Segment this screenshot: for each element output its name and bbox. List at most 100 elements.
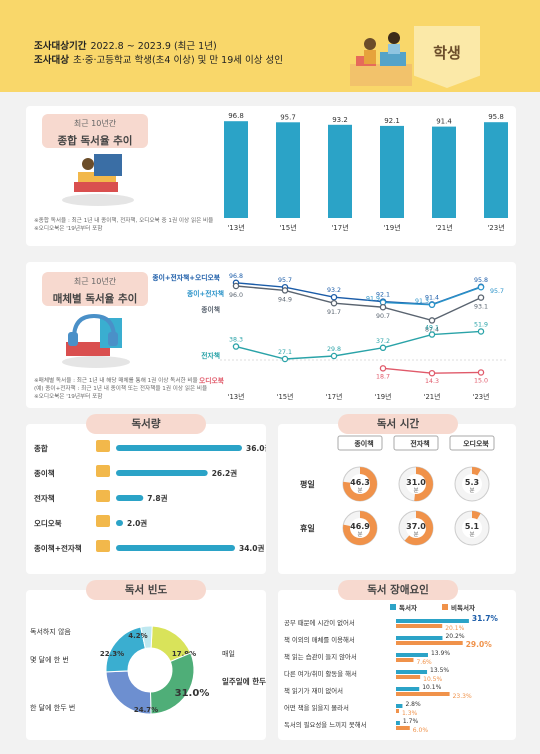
obstacles-value-label: 20.1% [445,625,464,632]
overall-bar [276,122,300,218]
amount-category-label: 종이책 [34,468,55,478]
obstacles-bar [396,658,414,662]
obstacles-category-label: 책 읽는 습관이 들지 않아서 [284,652,357,661]
media-x-tick: '21년 [424,392,441,401]
time-unit-label: 분 [357,531,362,538]
overall-value-label: 96.8 [228,112,244,120]
amount-category-label: 전자책 [34,493,55,503]
media-point [428,301,436,309]
obstacles-legend-swatch [390,604,396,610]
overall-bar [432,126,456,218]
time-row-label: 평일 [300,479,315,489]
frequency-value-label: 17.9% [172,650,196,658]
headphones-books-illustration [62,313,130,368]
amount-value-label: 36.0권 [246,443,266,453]
overall-value-label: 93.2 [332,116,348,124]
media-point [232,282,240,290]
amount-category-label: 종합 [34,443,48,453]
overall-bar [224,121,248,218]
media-point [281,355,289,363]
obstacles-value-label: 10.5% [423,676,442,683]
frequency-category-label: 매일 [222,649,235,658]
amount-book-icon [96,490,110,502]
student-tag: 학생 [414,26,480,88]
media-series-name: 종이+전자책 [187,289,224,298]
obstacles-value-label: 20.2% [445,633,464,640]
overall-value-label: 92.1 [384,117,400,125]
media-series-line [235,330,482,360]
media-point [477,283,485,291]
time-row-label: 휴일 [300,523,315,533]
media-value-label: 95.8 [474,277,488,284]
media-point [379,365,387,372]
frequency-panel [26,590,266,740]
students-reading-illustration [350,32,412,86]
media-value-label: 14.3 [425,378,439,385]
media-value-label: 15.0 [474,377,488,384]
obstacles-value-label: 29.0% [466,640,493,649]
clock-center [462,518,482,538]
obstacles-value-label: 1.7% [403,718,419,725]
media-point [379,303,387,311]
obstacles-bar [396,687,420,691]
media-point [428,369,436,377]
obstacles-category-label: 어떤 책을 읽을지 몰라서 [284,703,349,712]
media-series-line [235,285,482,322]
obstacles-value-label: 13.9% [431,650,450,657]
media-value-label: 95.7 [278,277,292,284]
obstacles-legend-label: 비독서자 [451,603,475,612]
media-series-name: 전자책 [201,351,220,360]
media-title-pill: 최근 10년간 매체별 독서율 추이 [42,272,148,306]
media-value-label: 96.8 [229,273,243,280]
media-point [330,352,338,360]
obstacles-bar [396,636,443,640]
media-point [379,344,387,352]
overall-bar [484,122,508,218]
overall-x-tick: '17년 [331,223,348,232]
frequency-value-label: 31.0% [175,688,210,699]
survey-period: 조사대상기간 2022.8 ~ 2023.9 (최근 1년) [34,41,217,52]
media-series-name: 오디오북 [199,376,225,385]
time-column-label: 오디오북 [463,439,489,448]
clock-center [406,518,426,538]
media-value-label: 27.1 [278,349,292,356]
obstacles-panel [278,590,516,740]
obstacles-bar [396,653,428,657]
media-value-label: 38.3 [229,337,243,344]
overall-x-tick: '23년 [487,223,504,232]
amount-bar [116,545,235,551]
media-point [330,299,338,307]
time-value-label: 46.9 [350,522,370,531]
obstacles-bar [396,624,443,628]
obstacles-category-label: 책 이외의 매체를 이용해서 [284,635,355,644]
media-point [477,294,485,301]
media-value-label: 29.8 [327,346,341,353]
amount-category-label: 오디오북 [34,518,62,528]
time-value-label: 46.3 [350,478,370,487]
time-unit-label: 분 [469,487,474,494]
media-value-label: 91.9 [366,295,380,302]
obstacles-value-label: 2.8% [405,701,421,708]
overall-x-tick: '13년 [227,223,244,232]
overall-value-label: 95.8 [488,113,504,121]
time-unit-label: 분 [469,531,474,538]
media-value-label: 94.9 [278,296,292,303]
frequency-category-label: 몇 달에 한 번 [30,655,69,664]
overall-bar [328,124,352,218]
media-value-label: 93.2 [327,287,341,294]
obstacles-bar [396,726,410,730]
media-point [330,293,338,301]
obstacles-category-label: 다른 여가/취미 활동을 해서 [284,669,357,678]
media-point [232,343,240,350]
frequency-donut-chart: 17.9% 매일 31.0% 일주일에 한두 번 24.7% 한 달에 한두 번 22.3%… [30,625,266,715]
book-reader-illustration [62,154,134,206]
amount-value-label: 34.0권 [239,543,265,553]
obstacles-bar [396,709,399,713]
obstacles-value-label: 1.3% [402,710,418,717]
media-x-tick: '15년 [277,392,294,401]
obstacles-title: 독서 장애요인 [338,580,458,600]
media-value-label: 96.0 [229,292,243,299]
time-column-box [449,435,495,451]
media-value-label: 90.7 [376,313,390,320]
